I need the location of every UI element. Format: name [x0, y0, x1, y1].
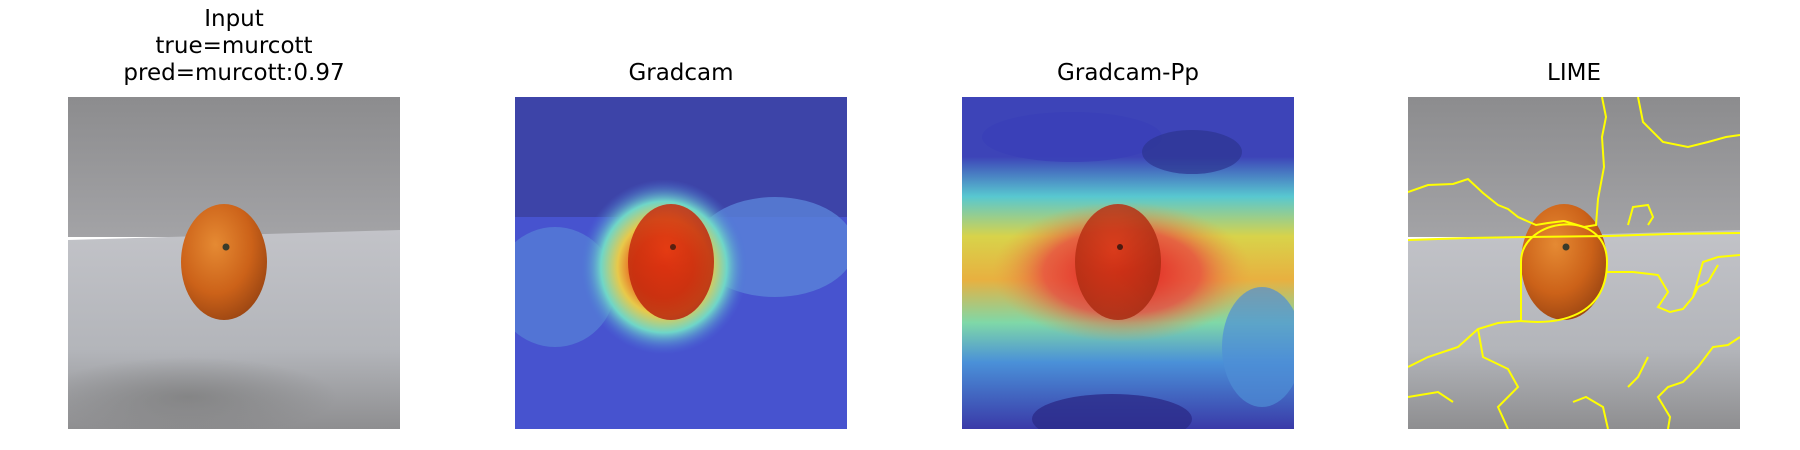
gradcam-pp-title-line: Gradcam-Pp: [1057, 60, 1199, 86]
lime-title: LIME: [1374, 60, 1774, 87]
gradcam-title-line: Gradcam: [628, 60, 734, 86]
input-title-line-1: Input: [204, 6, 264, 32]
lime-title-line: LIME: [1547, 60, 1601, 86]
input-title: Input true=murcott pred=murcott:0.97: [34, 6, 434, 87]
gradcam-pp-title: Gradcam-Pp: [928, 60, 1328, 87]
input-image: [68, 97, 400, 429]
gradcam-pp-heatmap: [962, 97, 1294, 429]
input-title-line-2: true=murcott: [155, 33, 313, 59]
gradcam-title: Gradcam: [481, 60, 881, 87]
lime-segmentation: [1408, 97, 1740, 429]
input-title-line-3: pred=murcott:0.97: [123, 60, 345, 86]
gradcam-heatmap: [515, 97, 847, 429]
